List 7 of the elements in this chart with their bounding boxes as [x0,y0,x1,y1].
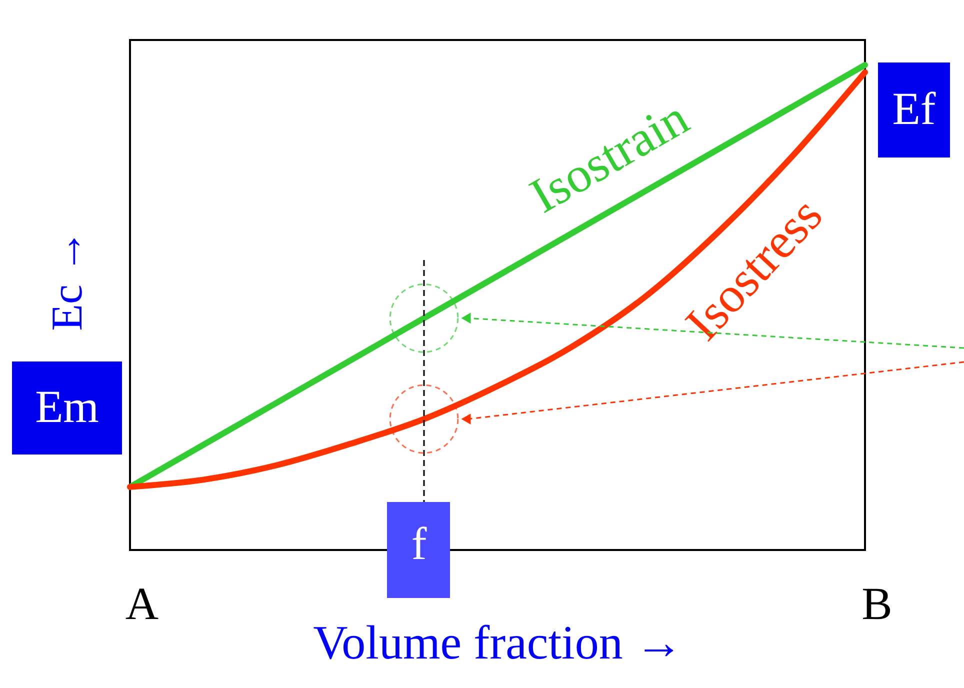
x-tick-label: f [411,518,428,569]
text: Em [35,381,100,432]
x-tick-label: A [125,578,159,629]
text: Ef [892,83,936,134]
x-axis-title: Volume fraction → [313,616,683,670]
x-tick-label: B [862,578,892,629]
y-axis-title: Ec → [42,229,92,331]
